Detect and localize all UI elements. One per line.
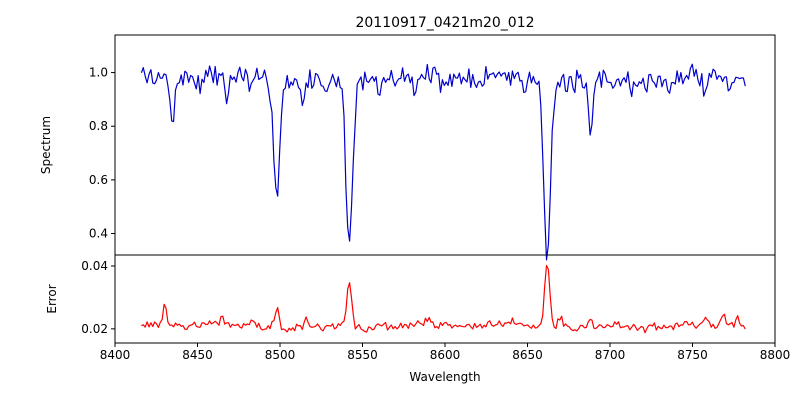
error-y-tick-label: 0.04 bbox=[81, 259, 108, 273]
x-tick-label: 8600 bbox=[430, 348, 461, 362]
spectrum-line bbox=[140, 63, 746, 261]
spectrum-y-tick-label: 0.8 bbox=[89, 119, 108, 133]
spectrum-y-tick-label: 0.4 bbox=[89, 227, 108, 241]
x-tick-label: 8700 bbox=[595, 348, 626, 362]
chart-title: 20110917_0421m20_012 bbox=[355, 15, 534, 31]
y-axis-label-error: Error bbox=[45, 284, 59, 313]
x-axis-label: Wavelength bbox=[409, 370, 480, 384]
plot-layer: 0.4 0.6 0.8 1.0 0.02 0.04 8400 8450 8500 8550 8600… bbox=[81, 34, 791, 362]
x-tick-label: 8750 bbox=[677, 348, 708, 362]
x-tick-label: 8550 bbox=[347, 348, 378, 362]
x-tick-label: 8800 bbox=[760, 348, 791, 362]
spectrum-y-tick-label: 1.0 bbox=[89, 66, 108, 80]
error-line bbox=[141, 264, 746, 334]
error-panel-border bbox=[114, 254, 776, 344]
x-tick-label: 8500 bbox=[265, 348, 296, 362]
error-y-tick-label: 0.02 bbox=[81, 322, 108, 336]
x-tick-label: 8650 bbox=[512, 348, 543, 362]
x-tick-label: 8450 bbox=[182, 348, 213, 362]
spectrum-panel-border bbox=[114, 34, 776, 256]
spectrum-y-tick-label: 0.6 bbox=[89, 173, 108, 187]
y-axis-label-spectrum: Spectrum bbox=[39, 116, 53, 174]
x-tick-label: 8400 bbox=[100, 348, 131, 362]
